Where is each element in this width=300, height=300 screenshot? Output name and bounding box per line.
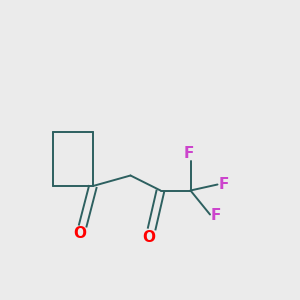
Text: F: F [211,208,221,224]
Text: O: O [73,226,86,242]
Text: O: O [142,230,155,244]
Text: F: F [184,146,194,160]
Text: F: F [219,177,229,192]
